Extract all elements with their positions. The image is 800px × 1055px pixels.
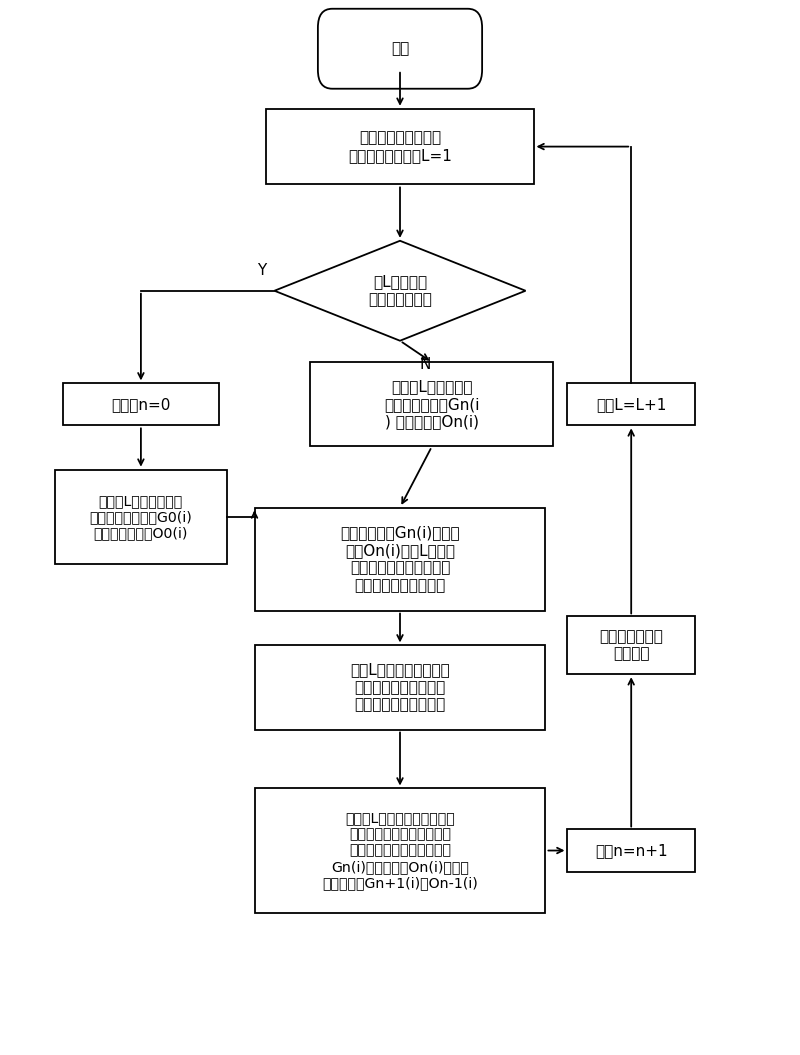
Text: 初始化n=0: 初始化n=0 (111, 397, 170, 411)
Bar (63, 383, 218, 425)
Bar (254, 788, 546, 913)
Text: Y: Y (258, 263, 266, 279)
Polygon shape (274, 241, 526, 341)
Bar (266, 109, 534, 185)
Bar (310, 362, 554, 446)
Text: 输出红外非均匀
校正结果: 输出红外非均匀 校正结果 (599, 629, 663, 661)
Text: 根据第L帧中每个像素的非均
匀校正结果和非均匀校正期
望结果，使用最小二乘法对
Gn(i)和偏移系数On(i)进行处
理，以得到Gn+1(i)和On-1(i): 根据第L帧中每个像素的非均 匀校正结果和非均匀校正期 望结果，使用最小二乘法对 … (322, 811, 478, 890)
FancyBboxPatch shape (318, 8, 482, 89)
Bar (567, 829, 695, 871)
Text: 开始: 开始 (391, 41, 409, 56)
Text: 从红外探测器获取红
外视频流，并设置L=1: 从红外探测器获取红 外视频流，并设置L=1 (348, 131, 452, 162)
Text: 读取第L帧图像每个
像素的增益系数Gn(i
) 和偏移系数On(i): 读取第L帧图像每个 像素的增益系数Gn(i ) 和偏移系数On(i) (384, 380, 480, 429)
Text: 第L帧图像是
否为第一帧图像: 第L帧图像是 否为第一帧图像 (368, 274, 432, 307)
Bar (567, 616, 695, 674)
Bar (567, 383, 695, 425)
Text: 读取第L帧图像每个像
素的增益系数初值G0(i)
和偏移系数初值O0(i): 读取第L帧图像每个像 素的增益系数初值G0(i) 和偏移系数初值O0(i) (90, 494, 192, 540)
Bar (55, 469, 226, 564)
Text: N: N (420, 357, 431, 371)
Text: 根据增益系数Gn(i)和偏移
系数On(i)对第L帧图像
每个像素进行非均匀校正
，得到非均匀校正结果: 根据增益系数Gn(i)和偏移 系数On(i)对第L帧图像 每个像素进行非均匀校正… (340, 525, 460, 593)
Bar (254, 507, 546, 611)
Text: 对第L帧中每个像素点执
行邻域中值处理，以得
到非均匀校正期望结果: 对第L帧中每个像素点执 行邻域中值处理，以得 到非均匀校正期望结果 (350, 663, 450, 712)
Text: 设置n=n+1: 设置n=n+1 (595, 843, 667, 858)
Text: 设置L=L+1: 设置L=L+1 (596, 397, 666, 411)
Bar (254, 646, 546, 729)
